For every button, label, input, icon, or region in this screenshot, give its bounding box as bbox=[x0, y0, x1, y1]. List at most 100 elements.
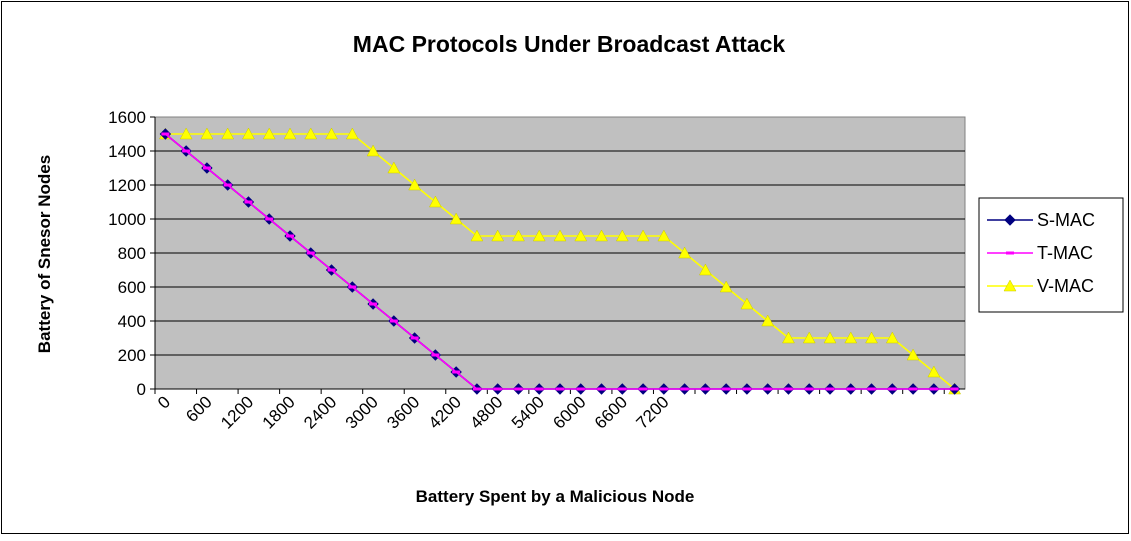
data-point bbox=[408, 178, 422, 191]
data-point bbox=[1006, 251, 1014, 255]
data-point bbox=[449, 212, 463, 225]
data-point bbox=[782, 331, 795, 344]
data-point bbox=[927, 365, 941, 378]
series-t-mac bbox=[161, 132, 959, 391]
data-point bbox=[823, 331, 837, 344]
data-point bbox=[680, 387, 689, 391]
data-point bbox=[1004, 214, 1016, 226]
y-tick-label: 1000 bbox=[108, 210, 146, 229]
data-point bbox=[244, 200, 253, 204]
data-point bbox=[304, 127, 318, 140]
data-point bbox=[200, 127, 214, 140]
data-point bbox=[742, 387, 751, 391]
data-point bbox=[348, 285, 357, 289]
y-tick-label: 1400 bbox=[108, 142, 146, 161]
data-point bbox=[867, 387, 876, 391]
data-point bbox=[514, 387, 523, 391]
data-point bbox=[678, 246, 692, 259]
chart-title: MAC Protocols Under Broadcast Attack bbox=[353, 31, 786, 57]
series-group bbox=[158, 127, 962, 395]
legend-label: T-MAC bbox=[1037, 243, 1093, 263]
data-point bbox=[410, 336, 419, 340]
data-point bbox=[802, 331, 816, 344]
data-point bbox=[888, 387, 897, 391]
data-point bbox=[784, 387, 793, 391]
data-point bbox=[763, 387, 772, 391]
y-tick-label: 400 bbox=[118, 312, 146, 331]
legend-label: S-MAC bbox=[1037, 210, 1095, 230]
data-point bbox=[265, 217, 274, 221]
data-point bbox=[826, 387, 834, 391]
data-point bbox=[345, 127, 359, 140]
data-point bbox=[221, 127, 235, 140]
y-tick-label: 1600 bbox=[108, 108, 146, 127]
data-point bbox=[553, 229, 567, 242]
data-point bbox=[657, 229, 671, 242]
data-point bbox=[1003, 279, 1017, 292]
data-point bbox=[719, 280, 733, 293]
data-point bbox=[576, 387, 585, 391]
data-point bbox=[595, 229, 608, 242]
data-point bbox=[202, 166, 211, 170]
data-point bbox=[389, 319, 398, 323]
data-point bbox=[470, 229, 484, 242]
data-point bbox=[698, 263, 712, 276]
y-axis-label: Battery of Snesor Nodes bbox=[35, 155, 54, 353]
data-point bbox=[805, 387, 814, 391]
data-point bbox=[722, 387, 731, 391]
data-point bbox=[846, 387, 855, 391]
data-point bbox=[161, 132, 170, 136]
data-point bbox=[639, 387, 648, 391]
data-point bbox=[387, 161, 401, 174]
legend: S-MAC T-MAC V-MAC bbox=[978, 197, 1124, 313]
y-tick-label: 0 bbox=[137, 380, 146, 399]
data-point bbox=[512, 229, 525, 242]
data-point bbox=[535, 387, 544, 391]
legend-item: S-MAC bbox=[987, 210, 1095, 230]
data-point bbox=[574, 229, 588, 242]
data-point bbox=[325, 127, 338, 140]
y-tick-label: 200 bbox=[118, 346, 146, 365]
y-axis-ticks: 0 200 400 600 800 1000 1200 1400 1600 bbox=[108, 108, 155, 399]
data-point bbox=[597, 387, 606, 391]
series-v-mac bbox=[158, 127, 962, 395]
data-point bbox=[701, 387, 710, 391]
data-point bbox=[618, 387, 627, 391]
data-point bbox=[929, 387, 938, 391]
data-point bbox=[242, 127, 255, 140]
data-point bbox=[491, 229, 505, 242]
x-axis-label: Battery Spent by a Malicious Node bbox=[416, 487, 695, 506]
data-point bbox=[452, 370, 461, 374]
gridlines bbox=[155, 150, 965, 356]
data-point bbox=[950, 387, 959, 391]
data-point bbox=[306, 251, 315, 255]
data-point bbox=[369, 302, 378, 306]
data-point bbox=[636, 229, 650, 242]
data-point bbox=[327, 268, 336, 272]
data-point bbox=[283, 127, 297, 140]
data-point bbox=[556, 387, 564, 391]
legend-label: V-MAC bbox=[1037, 276, 1094, 296]
data-point bbox=[906, 348, 920, 361]
data-point bbox=[366, 144, 380, 157]
data-point bbox=[532, 229, 546, 242]
data-point bbox=[262, 127, 276, 140]
data-point bbox=[909, 387, 918, 391]
data-point bbox=[182, 149, 191, 153]
data-point bbox=[761, 314, 775, 327]
data-point bbox=[865, 331, 878, 344]
data-point bbox=[179, 127, 193, 140]
data-point bbox=[286, 234, 294, 238]
data-point bbox=[431, 353, 440, 357]
data-point bbox=[493, 387, 502, 391]
data-point bbox=[885, 331, 899, 344]
legend-item: T-MAC bbox=[987, 243, 1093, 263]
y-tick-label: 800 bbox=[118, 244, 146, 263]
data-point bbox=[659, 387, 668, 391]
data-point bbox=[472, 387, 481, 391]
data-point bbox=[223, 183, 232, 187]
data-point bbox=[844, 331, 858, 344]
data-point bbox=[428, 195, 442, 208]
